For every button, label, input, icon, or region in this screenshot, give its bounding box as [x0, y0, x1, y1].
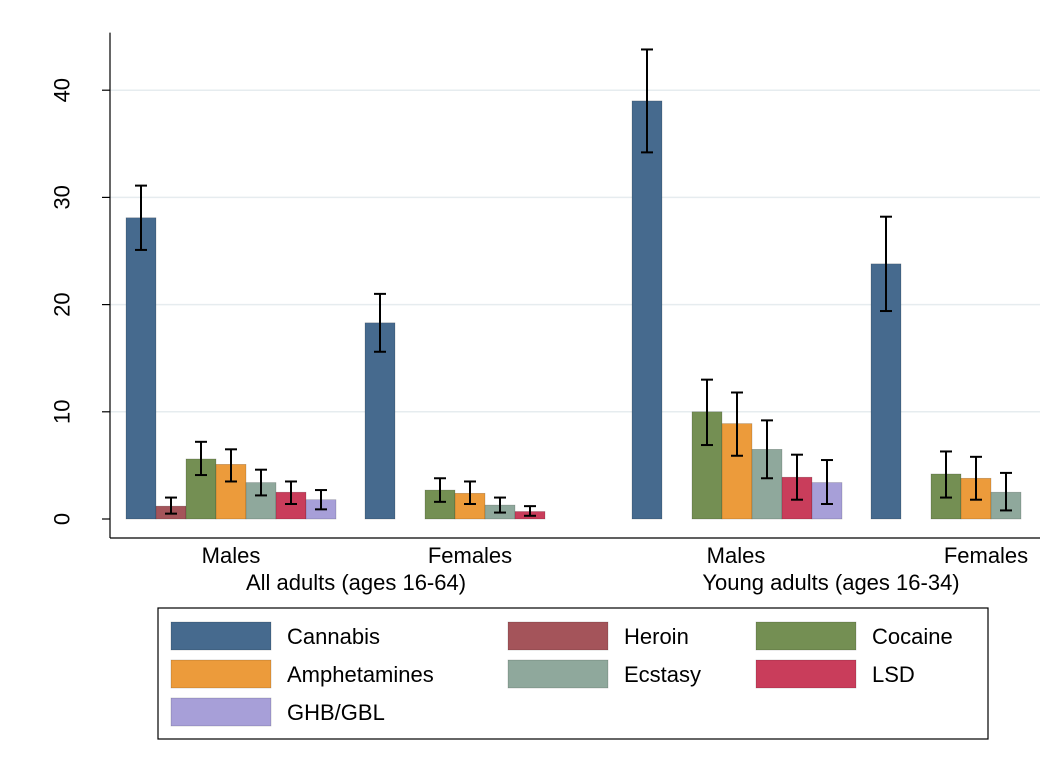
- bar-amphetamines: [454, 492, 486, 520]
- legend-label: Cannabis: [287, 624, 380, 649]
- category-label: Females: [428, 543, 512, 568]
- legend-label: Heroin: [624, 624, 689, 649]
- legend-swatch: [507, 659, 609, 689]
- y-tick-label: 30: [50, 185, 75, 209]
- legend-swatch: [507, 621, 609, 651]
- category-label: Females: [944, 543, 1028, 568]
- legend-label: Amphetamines: [287, 662, 434, 687]
- legend-label: GHB/GBL: [287, 700, 385, 725]
- error-bars: [135, 48, 1012, 517]
- legend-swatch: [170, 697, 272, 727]
- category-label: Males: [202, 543, 261, 568]
- bar-cannabis: [631, 100, 663, 520]
- legend-swatch: [170, 659, 272, 689]
- legend-swatch: [755, 659, 857, 689]
- group-label: All adults (ages 16-64): [246, 570, 466, 595]
- legend: Cannabis Heroin Cocaine Amphetamines Ecstasy…: [157, 607, 989, 740]
- bar-cannabis: [125, 217, 157, 520]
- y-tick-label: 20: [50, 292, 75, 316]
- legend-label: LSD: [872, 662, 915, 687]
- legend-swatch: [755, 621, 857, 651]
- y-tick-label: 10: [50, 400, 75, 424]
- legend-swatch: [170, 621, 272, 651]
- y-tick-label: 0: [50, 513, 75, 525]
- category-label: Males: [707, 543, 766, 568]
- legend-label: Cocaine: [872, 624, 953, 649]
- y-tick-label: 40: [50, 78, 75, 102]
- bar-cannabis: [364, 322, 396, 520]
- group-label: Young adults (ages 16-34): [702, 570, 959, 595]
- legend-label: Ecstasy: [624, 662, 701, 687]
